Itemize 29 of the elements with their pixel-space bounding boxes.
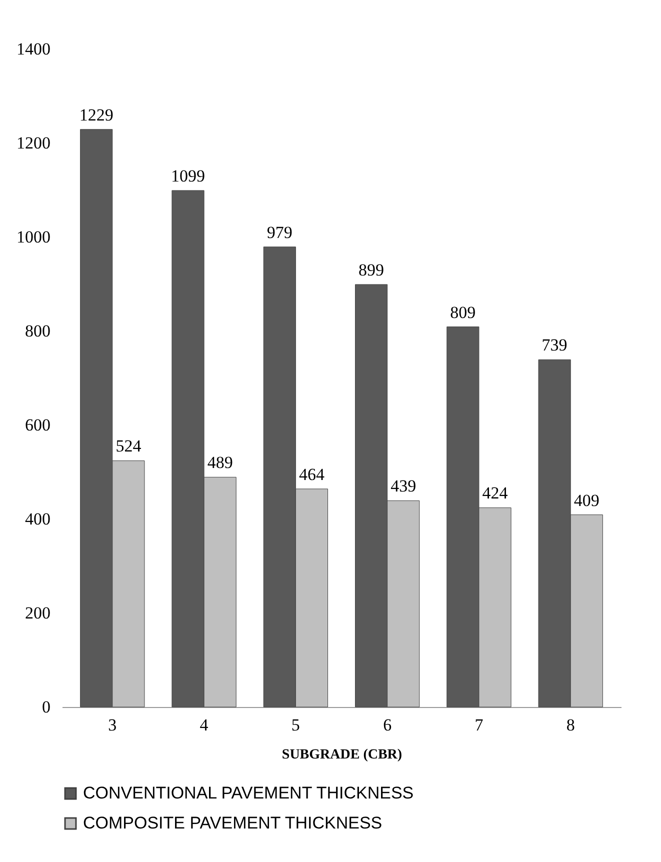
data-label: 1099 [171,166,206,186]
data-label: 464 [298,464,325,484]
data-label: 899 [358,260,384,280]
x-tick-label: 3 [108,716,117,734]
x-tick-label: 5 [291,716,300,734]
data-label: 424 [482,484,508,503]
data-label: 1229 [79,105,114,124]
y-tick-label: 600 [25,416,50,434]
data-label: 489 [207,453,233,472]
legend-label: COMPOSITE PAVEMENT THICKNESS [83,814,382,832]
y-tick-label: 1400 [16,40,50,58]
legend-label: CONVENTIONAL PAVEMENT THICKNESS [83,784,414,802]
y-tick-label: 1000 [16,228,50,246]
data-label: 979 [266,222,292,242]
y-tick-label: 400 [25,510,50,528]
x-axis-title: SUBGRADE (CBR) [282,748,402,762]
data-label: 809 [450,302,476,322]
x-tick-label: 8 [566,716,575,734]
data-label: 409 [574,490,600,510]
data-label: 739 [542,336,568,355]
data-label: 439 [390,476,416,496]
data-label: 524 [116,436,142,456]
y-tick-label: 800 [25,322,50,340]
x-tick-label: 4 [200,716,209,734]
y-tick-label: 1200 [16,134,50,152]
x-tick-label: 7 [474,716,484,734]
x-tick-label: 6 [383,716,392,734]
y-tick-label: 200 [25,604,50,622]
y-tick-label: 0 [42,698,50,716]
